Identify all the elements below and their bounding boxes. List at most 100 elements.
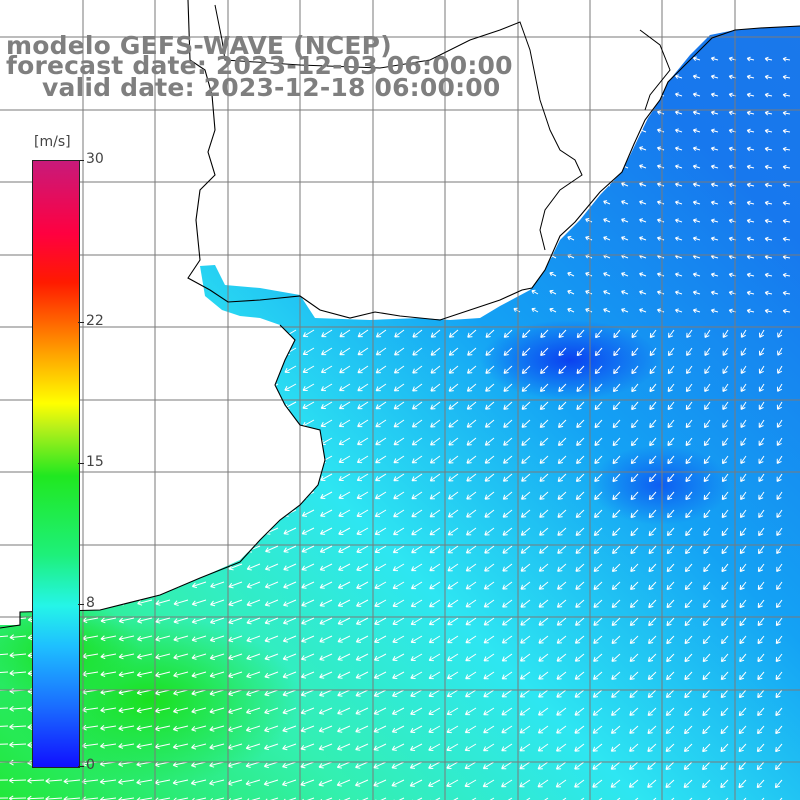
wind-arrow-icon bbox=[575, 509, 585, 518]
wind-arrow-icon bbox=[502, 545, 513, 554]
wind-arrow-icon bbox=[603, 272, 611, 277]
wind-arrow-icon bbox=[465, 581, 477, 590]
wind-arrow-icon bbox=[647, 707, 657, 716]
wind-arrow-icon bbox=[721, 581, 729, 591]
wind-arrow-icon bbox=[336, 797, 351, 800]
wind-arrow-icon bbox=[521, 437, 531, 446]
wind-arrow-icon bbox=[466, 401, 477, 410]
wind-arrow-icon bbox=[574, 761, 585, 770]
wind-arrow-icon bbox=[639, 290, 647, 295]
wind-arrow-icon bbox=[758, 437, 765, 446]
wind-arrow-icon bbox=[520, 509, 531, 518]
wind-arrow-icon bbox=[483, 635, 495, 644]
wind-arrow-icon bbox=[649, 455, 657, 465]
wind-arrow-icon bbox=[467, 347, 477, 356]
wind-arrow-icon bbox=[683, 743, 693, 752]
wind-arrow-icon bbox=[357, 437, 369, 446]
wind-arrow-icon bbox=[630, 581, 639, 590]
wind-arrow-icon bbox=[428, 617, 441, 626]
wind-arrow-icon bbox=[764, 182, 773, 188]
wind-arrow-icon bbox=[319, 653, 333, 661]
wind-arrow-icon bbox=[503, 365, 513, 374]
wind-arrow-icon bbox=[630, 527, 639, 537]
wind-arrow-icon bbox=[521, 383, 531, 392]
wind-arrow-icon bbox=[675, 200, 683, 205]
wind-arrow-icon bbox=[558, 383, 567, 392]
wind-arrow-icon bbox=[576, 455, 585, 464]
wind-arrow-icon bbox=[703, 581, 711, 591]
wind-arrow-icon bbox=[585, 236, 593, 241]
wind-arrow-icon bbox=[501, 743, 513, 752]
wind-arrow-icon bbox=[776, 545, 783, 555]
wind-arrow-icon bbox=[228, 635, 243, 643]
wind-arrow-icon bbox=[373, 779, 387, 787]
legend-tick-mark bbox=[78, 604, 84, 606]
wind-arrow-icon bbox=[776, 419, 783, 428]
wind-arrow-icon bbox=[337, 707, 351, 715]
wind-arrow-icon bbox=[684, 671, 693, 681]
wind-arrow-icon bbox=[302, 365, 315, 373]
wind-arrow-icon bbox=[246, 617, 261, 625]
wind-arrow-icon bbox=[647, 689, 657, 698]
wind-arrow-icon bbox=[648, 563, 657, 573]
wind-arrow-icon bbox=[722, 383, 729, 392]
wind-arrow-icon bbox=[209, 707, 225, 714]
wind-arrow-icon bbox=[519, 707, 531, 716]
wind-arrow-icon bbox=[739, 581, 747, 591]
wind-arrow-icon bbox=[612, 527, 621, 536]
wind-arrow-icon bbox=[484, 509, 495, 518]
wind-arrow-icon bbox=[520, 635, 531, 644]
wind-arrow-icon bbox=[721, 473, 729, 483]
wind-arrow-icon bbox=[245, 797, 261, 800]
wind-arrow-icon bbox=[629, 635, 639, 644]
wind-arrow-icon bbox=[118, 725, 135, 731]
wind-arrow-icon bbox=[447, 581, 459, 590]
wind-arrow-icon bbox=[776, 491, 783, 500]
wind-arrow-icon bbox=[567, 307, 575, 313]
wind-arrow-icon bbox=[465, 563, 477, 572]
wind-arrow-icon bbox=[519, 671, 531, 680]
wind-arrow-icon bbox=[446, 779, 459, 787]
wind-arrow-icon bbox=[585, 308, 593, 313]
wind-arrow-icon bbox=[721, 635, 729, 645]
wind-arrow-icon bbox=[758, 455, 765, 464]
wind-arrow-icon bbox=[374, 491, 387, 500]
wind-arrow-icon bbox=[746, 74, 755, 80]
wind-arrow-icon bbox=[319, 599, 333, 607]
wind-arrow-icon bbox=[522, 329, 531, 338]
wind-arrow-icon bbox=[519, 761, 531, 770]
wind-arrow-icon bbox=[155, 653, 171, 660]
wind-arrow-icon bbox=[375, 473, 387, 482]
wind-arrow-icon bbox=[265, 545, 279, 553]
wind-arrow-icon bbox=[782, 236, 791, 242]
wind-arrow-icon bbox=[667, 347, 675, 357]
wind-arrow-icon bbox=[264, 671, 279, 679]
wind-arrow-icon bbox=[391, 797, 405, 800]
wind-arrow-icon bbox=[393, 365, 405, 374]
forecast-date: forecast date: 2023-12-03 06:00:00 bbox=[6, 51, 513, 80]
wind-arrow-icon bbox=[519, 725, 531, 734]
wind-arrow-icon bbox=[136, 707, 153, 714]
wind-arrow-icon bbox=[321, 347, 333, 356]
wind-arrow-icon bbox=[447, 617, 459, 626]
wind-arrow-icon bbox=[666, 545, 675, 555]
wind-arrow-icon bbox=[703, 437, 711, 447]
wind-arrow-icon bbox=[283, 527, 297, 535]
wind-arrow-icon bbox=[665, 779, 675, 788]
wind-arrow-icon bbox=[501, 689, 513, 698]
wind-arrow-icon bbox=[521, 365, 531, 374]
wind-arrow-icon bbox=[373, 743, 387, 751]
wind-arrow-icon bbox=[567, 289, 575, 295]
wind-arrow-icon bbox=[118, 671, 135, 678]
wind-arrow-icon bbox=[300, 761, 315, 769]
wind-arrow-icon bbox=[549, 271, 557, 277]
wind-arrow-icon bbox=[375, 437, 387, 446]
wind-arrow-icon bbox=[629, 689, 639, 698]
wind-arrow-icon bbox=[409, 761, 423, 769]
wind-arrow-icon bbox=[667, 455, 675, 465]
wind-arrow-icon bbox=[429, 455, 441, 464]
wind-arrow-icon bbox=[373, 707, 387, 715]
wind-arrow-icon bbox=[555, 797, 567, 800]
wind-arrow-icon bbox=[630, 455, 639, 465]
wind-arrow-icon bbox=[782, 308, 791, 314]
